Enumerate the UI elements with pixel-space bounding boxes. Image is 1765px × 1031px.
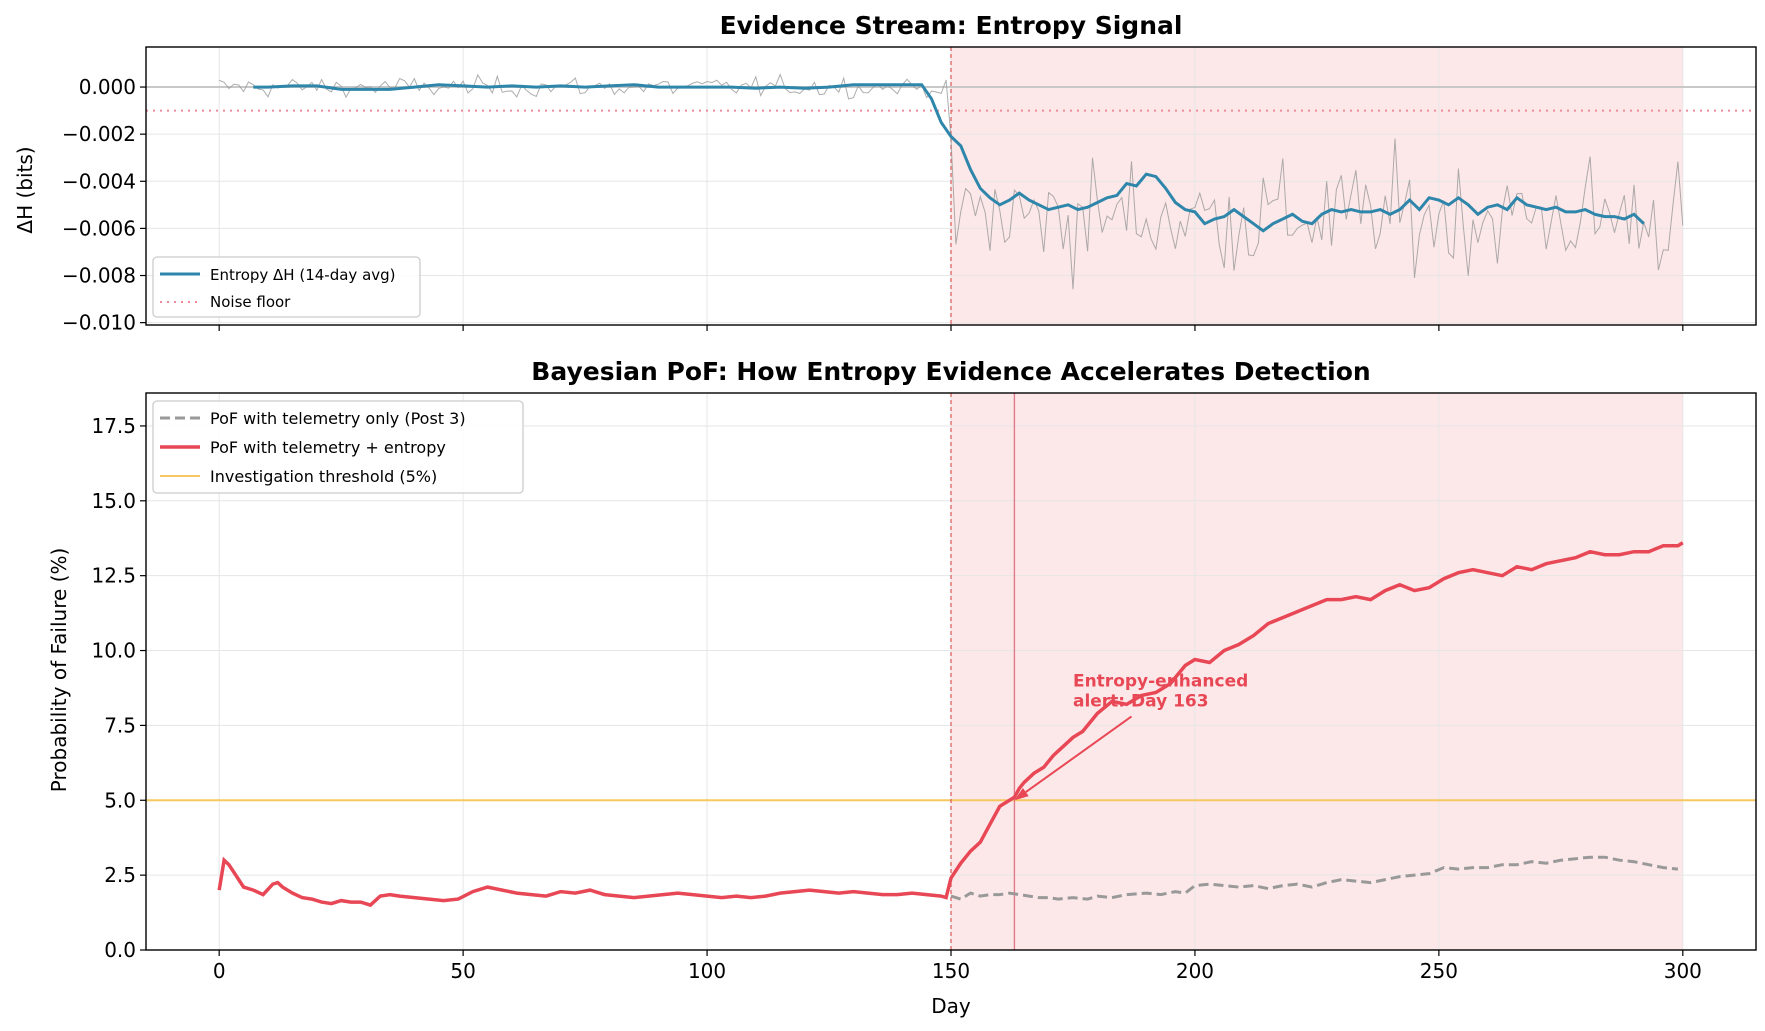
x-tick-label: 300 [1664, 959, 1702, 983]
entropy-avg-line [253, 83, 1645, 233]
y-tick-label: 7.5 [104, 713, 136, 737]
x-tick-label: 50 [450, 959, 475, 983]
entropy-chart-title: Evidence Stream: Entropy Signal [720, 11, 1183, 40]
x-axis-label: Day [931, 994, 971, 1018]
legend-label-threshold: Investigation threshold (5%) [210, 467, 437, 486]
y-tick-label: −0.010 [62, 311, 136, 335]
x-tick-label: 200 [1176, 959, 1214, 983]
y-tick-label: 10.0 [91, 639, 136, 663]
pof-shaded-region [951, 393, 1683, 950]
entropy-signal-panel: Evidence Stream: Entropy Signal ΔH (bits… [13, 11, 1757, 335]
annotation-text-line2: alert: Day 163 [1073, 691, 1209, 711]
y-tick-label: 12.5 [91, 564, 136, 588]
pof-legend-box [152, 400, 524, 494]
alert-annotation: Entropy-enhanced alert: Day 163 [1014, 671, 1248, 801]
pof-y-axis-label: Probability of Failure (%) [47, 548, 71, 792]
entropy-x-ticks [218, 325, 1684, 331]
x-tick-label: 100 [688, 959, 726, 983]
entropy-y-axis-label: ΔH (bits) [13, 146, 37, 233]
y-tick-label: −0.006 [62, 216, 136, 240]
y-tick-label: 15.0 [91, 489, 136, 513]
entropy-legend: Entropy ΔH (14-day avg) Noise floor [152, 256, 421, 318]
annotation-text-line1: Entropy-enhanced [1073, 671, 1248, 691]
legend-label-entropy-avg: Entropy ΔH (14-day avg) [210, 266, 396, 284]
pof-legend: PoF with telemetry only (Post 3) PoF wit… [152, 400, 524, 494]
y-tick-label: 0.0 [104, 938, 136, 962]
legend-label-entropy: PoF with telemetry + entropy [210, 438, 446, 457]
pof-panel: Bayesian PoF: How Entropy Evidence Accel… [47, 357, 1757, 1018]
y-tick-label: −0.002 [62, 122, 136, 146]
x-tick-label: 0 [213, 959, 226, 983]
annotation-arrowhead [1014, 788, 1029, 801]
legend-label-noise-floor: Noise floor [210, 293, 291, 311]
x-tick-label: 250 [1420, 959, 1458, 983]
annotation-arrow [1025, 715, 1133, 793]
pof-y-ticks: 0.0 2.5 5.0 7.5 10.0 12.5 15.0 17.5 [91, 414, 146, 962]
y-tick-label: −0.008 [62, 264, 136, 288]
y-tick-label: 2.5 [104, 863, 136, 887]
entropy-shaded-region [951, 47, 1683, 325]
y-tick-label: 5.0 [104, 788, 136, 812]
pof-telemetry-line [950, 855, 1679, 901]
entropy-y-ticks: 0.000 −0.002 −0.004 −0.006 −0.008 −0.010 [62, 75, 146, 335]
pof-chart-title: Bayesian PoF: How Entropy Evidence Accel… [531, 357, 1370, 386]
legend-label-telemetry: PoF with telemetry only (Post 3) [210, 409, 466, 428]
x-tick-label: 150 [932, 959, 970, 983]
y-tick-label: 17.5 [91, 414, 136, 438]
y-tick-label: −0.004 [62, 169, 136, 193]
y-tick-label: 0.000 [79, 75, 136, 99]
pof-entropy-line [217, 541, 1684, 908]
entropy-legend-box [152, 256, 421, 318]
pof-x-ticks: 0 50 100 150 200 250 300 [213, 950, 1702, 983]
